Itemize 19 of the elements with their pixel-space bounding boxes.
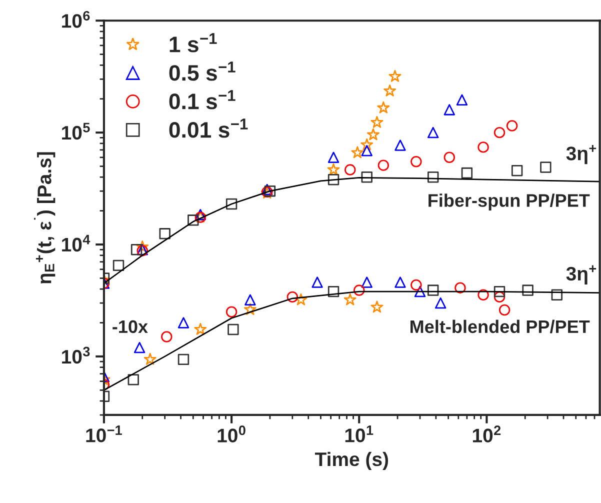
x-tick-label: 10$^{0}$ [218, 426, 246, 442]
y-tick-label: 10$^{5}$ [62, 122, 90, 140]
y-tick-label: 10$^{6}$ [62, 10, 90, 28]
x-tick-label: 10$^{1}$ [345, 426, 374, 442]
annotation: 3η$^{+}$ [566, 144, 596, 164]
y-tick-label: 10$^{3}$ [62, 346, 90, 364]
legend-label: 0.01 s$^{−1}$ [169, 118, 248, 138]
annotation: Fiber-spun PP/PET [428, 194, 590, 210]
x-tick-label: 10$^{2}$ [472, 426, 501, 442]
x-axis-title: Time (s) [315, 452, 388, 470]
y-axis-title: η$_{E}$$^{+}$(t, ε$^{˙}$) [Pa.s] [34, 152, 56, 284]
y-tick-label: 10$^{4}$ [62, 234, 90, 252]
x-tick-label: 10$^{−1}$ [86, 426, 122, 442]
legend-label: 0.1 s$^{−1}$ [169, 90, 236, 110]
annotation: Melt-blended PP/PET [410, 320, 590, 334]
legend-label: 1 s$^{−1}$ [170, 33, 217, 52]
annotation: 3η$^{+}$ [566, 265, 596, 284]
annotation: -10x [112, 320, 148, 334]
legend-label: 0.5 s$^{−1}$ [169, 62, 236, 81]
